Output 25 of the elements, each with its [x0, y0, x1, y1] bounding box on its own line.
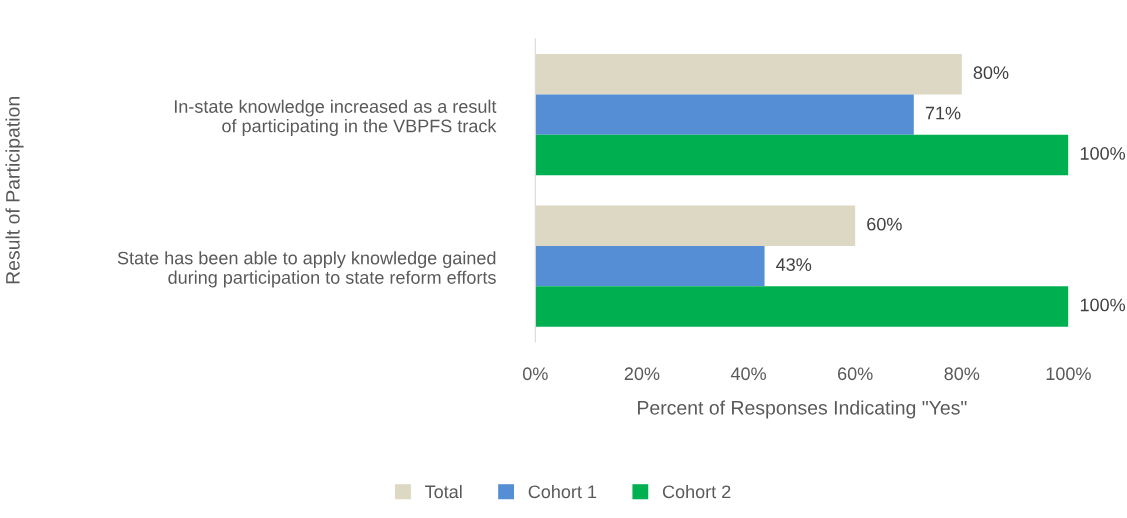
legend-label: Cohort 2: [662, 484, 731, 499]
x-tick-label: 20%: [624, 367, 660, 381]
bar: [535, 205, 856, 246]
x-tick-label: 100%: [1046, 367, 1091, 381]
x-tick-label: 60%: [838, 367, 873, 381]
bar: [535, 94, 914, 135]
data-label: 60%: [867, 217, 902, 231]
legend-label: Cohort 1: [528, 484, 597, 499]
bar: [535, 134, 1069, 176]
data-label: 71%: [925, 106, 961, 120]
data-label: 100%: [1080, 298, 1126, 312]
y-axis-title: Result of Participation: [5, 97, 24, 284]
bar: [535, 245, 765, 287]
legend-label: Total: [425, 484, 462, 499]
y-tick-label: In-state knowledge increased as a result of participating in the VBPFS track: [174, 99, 497, 136]
data-label: 43%: [776, 258, 812, 271]
y-tick-label: State has been able to apply knowledge gained during participation to state reform efforts: [117, 251, 496, 288]
x-axis-title: Percent of Responses Indicating "Yes": [638, 400, 967, 419]
x-tick-label: 40%: [730, 367, 766, 381]
x-tick-label: 0%: [522, 367, 548, 381]
x-tick-label: 80%: [944, 367, 980, 381]
data-label: 80%: [973, 66, 1009, 80]
bar: [535, 54, 962, 95]
bar: [535, 286, 1069, 327]
data-label: 100%: [1080, 147, 1126, 160]
